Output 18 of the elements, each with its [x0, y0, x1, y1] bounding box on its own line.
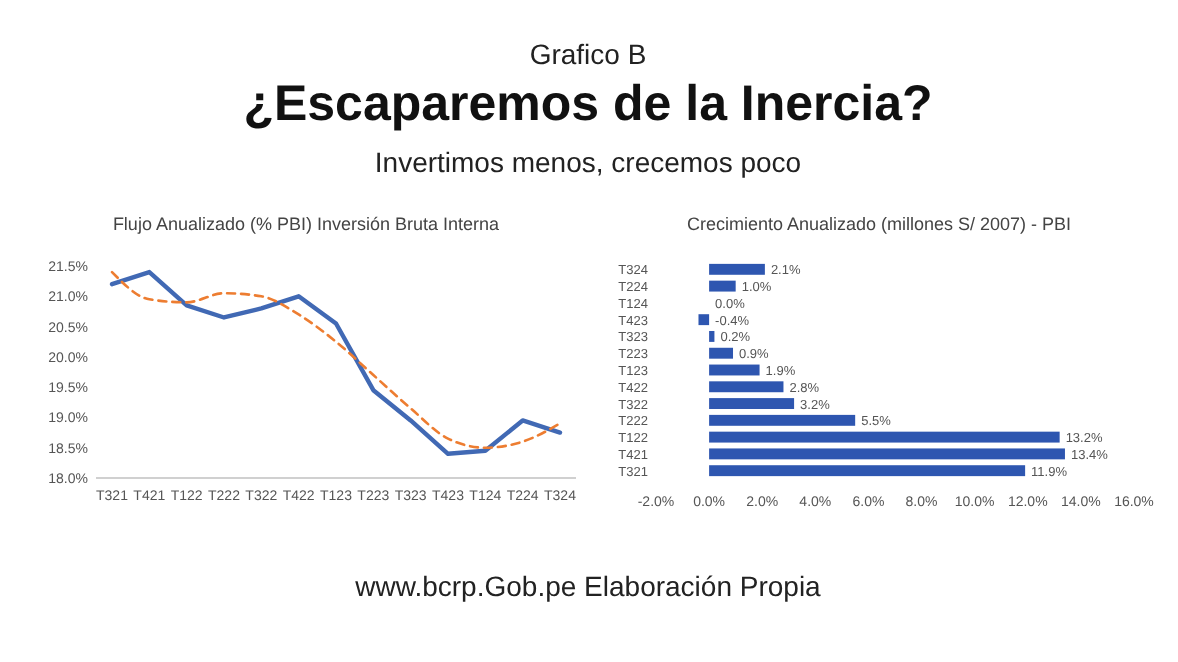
- bar: [709, 465, 1026, 477]
- chart-title: Flujo Anualizado (% PBI) Inversión Bruta Interna: [112, 214, 500, 234]
- bar: [709, 381, 784, 393]
- chart-title: Crecimiento Anualizado (millones S/ 2007) - PBI: [686, 214, 1072, 234]
- text: Grafico B: [529, 38, 647, 70]
- bar: [709, 398, 795, 410]
- bar: [709, 347, 734, 359]
- bar: [709, 414, 856, 426]
- bar: [709, 330, 715, 342]
- bar: [698, 314, 710, 326]
- bar: [709, 263, 765, 275]
- text: www.bcrp.Gob.pe Elaboración Propia: [353, 570, 822, 602]
- bar: [709, 364, 760, 376]
- bar: [709, 280, 736, 292]
- text: ¿Escaparemos de la Inercia?: [243, 76, 933, 132]
- text: Invertimos menos, crecemos poco: [374, 146, 802, 178]
- bar: [709, 431, 1060, 443]
- bar: [709, 448, 1065, 460]
